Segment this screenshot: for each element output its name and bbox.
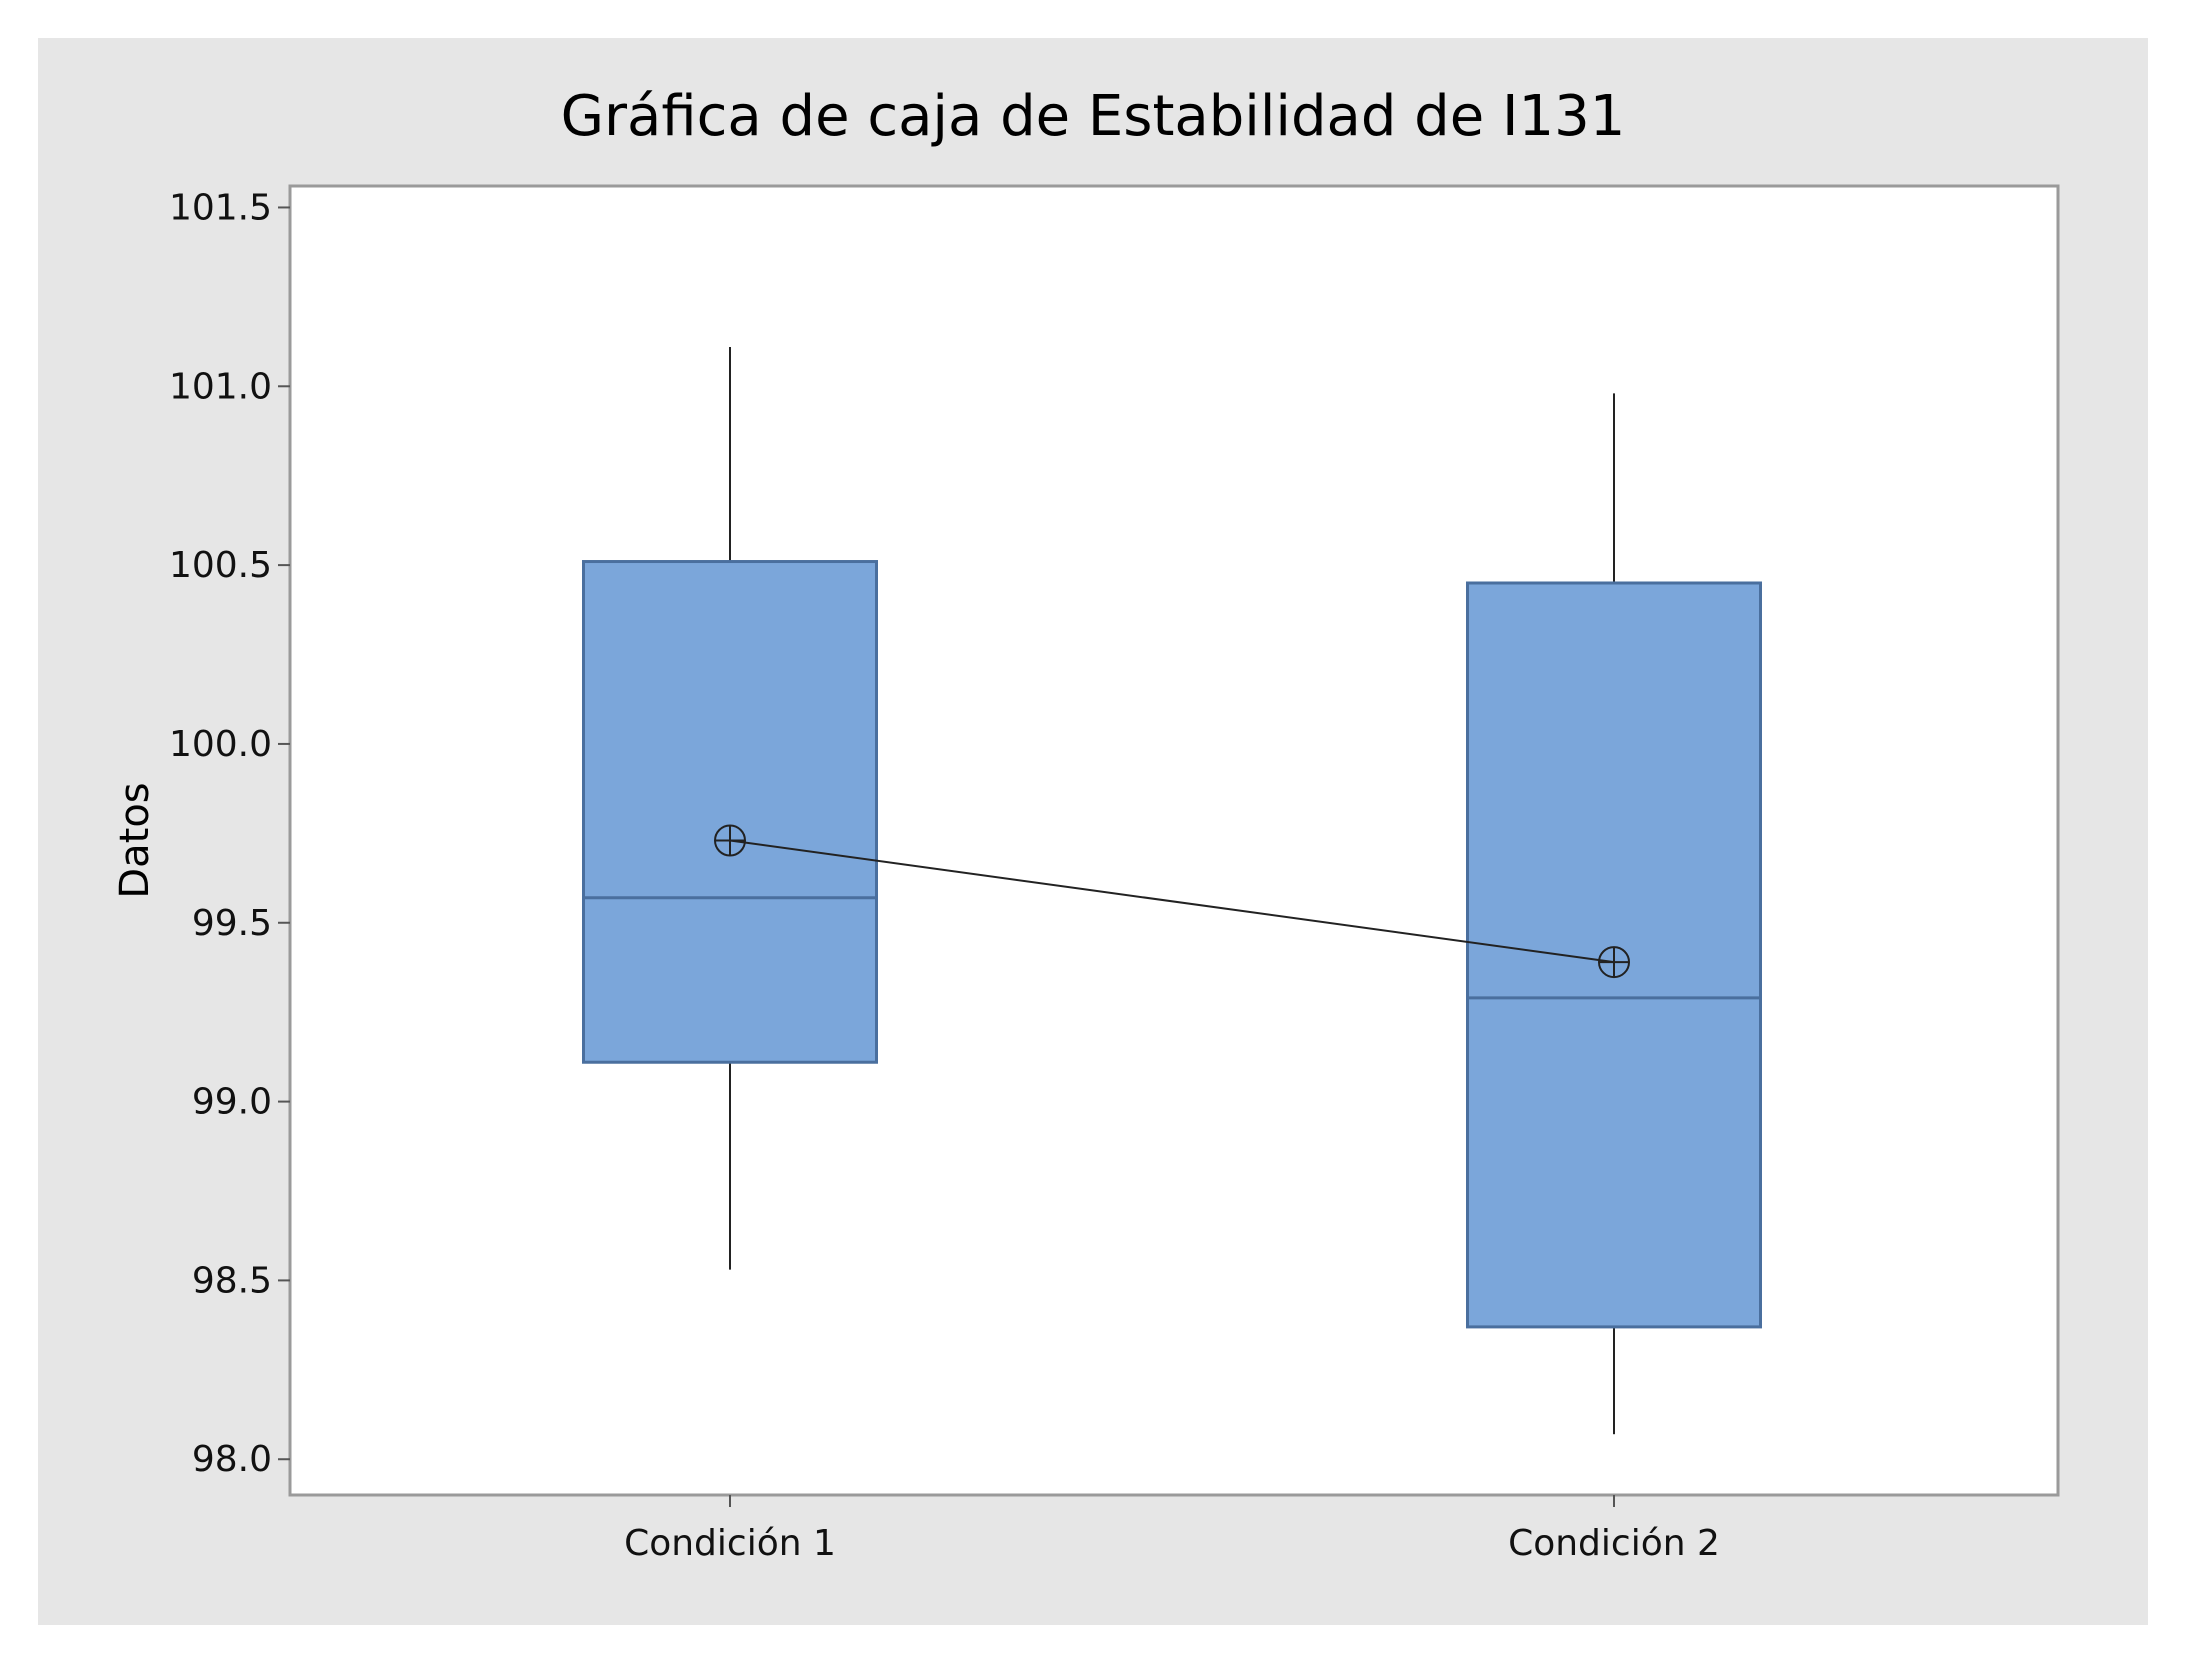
y-tick-label: 101.5 bbox=[169, 187, 272, 228]
y-tick-label: 101.0 bbox=[169, 366, 272, 407]
y-tick-label: 100.0 bbox=[169, 724, 272, 765]
y-tick-label: 100.5 bbox=[169, 545, 272, 586]
y-axis-label: Datos bbox=[112, 782, 158, 898]
mean-connect-line bbox=[729, 839, 1615, 964]
x-tick-label: Condición 2 bbox=[1508, 1523, 1720, 1564]
y-tick-label: 98.5 bbox=[192, 1260, 272, 1301]
mean-symbol bbox=[714, 824, 746, 857]
x-tick-label: Condición 1 bbox=[624, 1523, 836, 1564]
x-axis: Condición 1 Condición 2 bbox=[624, 1495, 1720, 1564]
mean-layer bbox=[714, 824, 1630, 979]
y-tick-label: 99.0 bbox=[192, 1082, 272, 1123]
y-tick-label: 98.0 bbox=[192, 1439, 272, 1480]
y-tick-label: 99.5 bbox=[192, 903, 272, 944]
box-iqr bbox=[582, 560, 878, 1064]
plot-area bbox=[288, 184, 2060, 1497]
chart-title: Gráfica de caja de Estabilidad de I131 bbox=[561, 84, 1626, 149]
mean-symbol bbox=[1598, 946, 1630, 979]
y-axis: 98.0 98.5 99.0 99.5 100.0 100.5 101.0 101.5 bbox=[169, 187, 290, 1480]
